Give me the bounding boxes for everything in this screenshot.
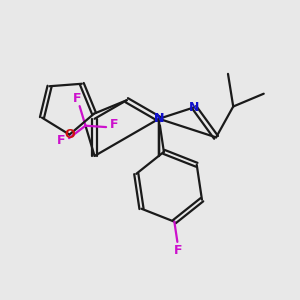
Text: F: F bbox=[110, 118, 118, 131]
Text: N: N bbox=[154, 112, 164, 125]
Text: F: F bbox=[73, 92, 82, 105]
Text: O: O bbox=[64, 128, 75, 141]
Text: F: F bbox=[57, 134, 66, 147]
Text: N: N bbox=[189, 101, 200, 114]
Text: N: N bbox=[154, 112, 164, 125]
Text: F: F bbox=[174, 244, 183, 256]
